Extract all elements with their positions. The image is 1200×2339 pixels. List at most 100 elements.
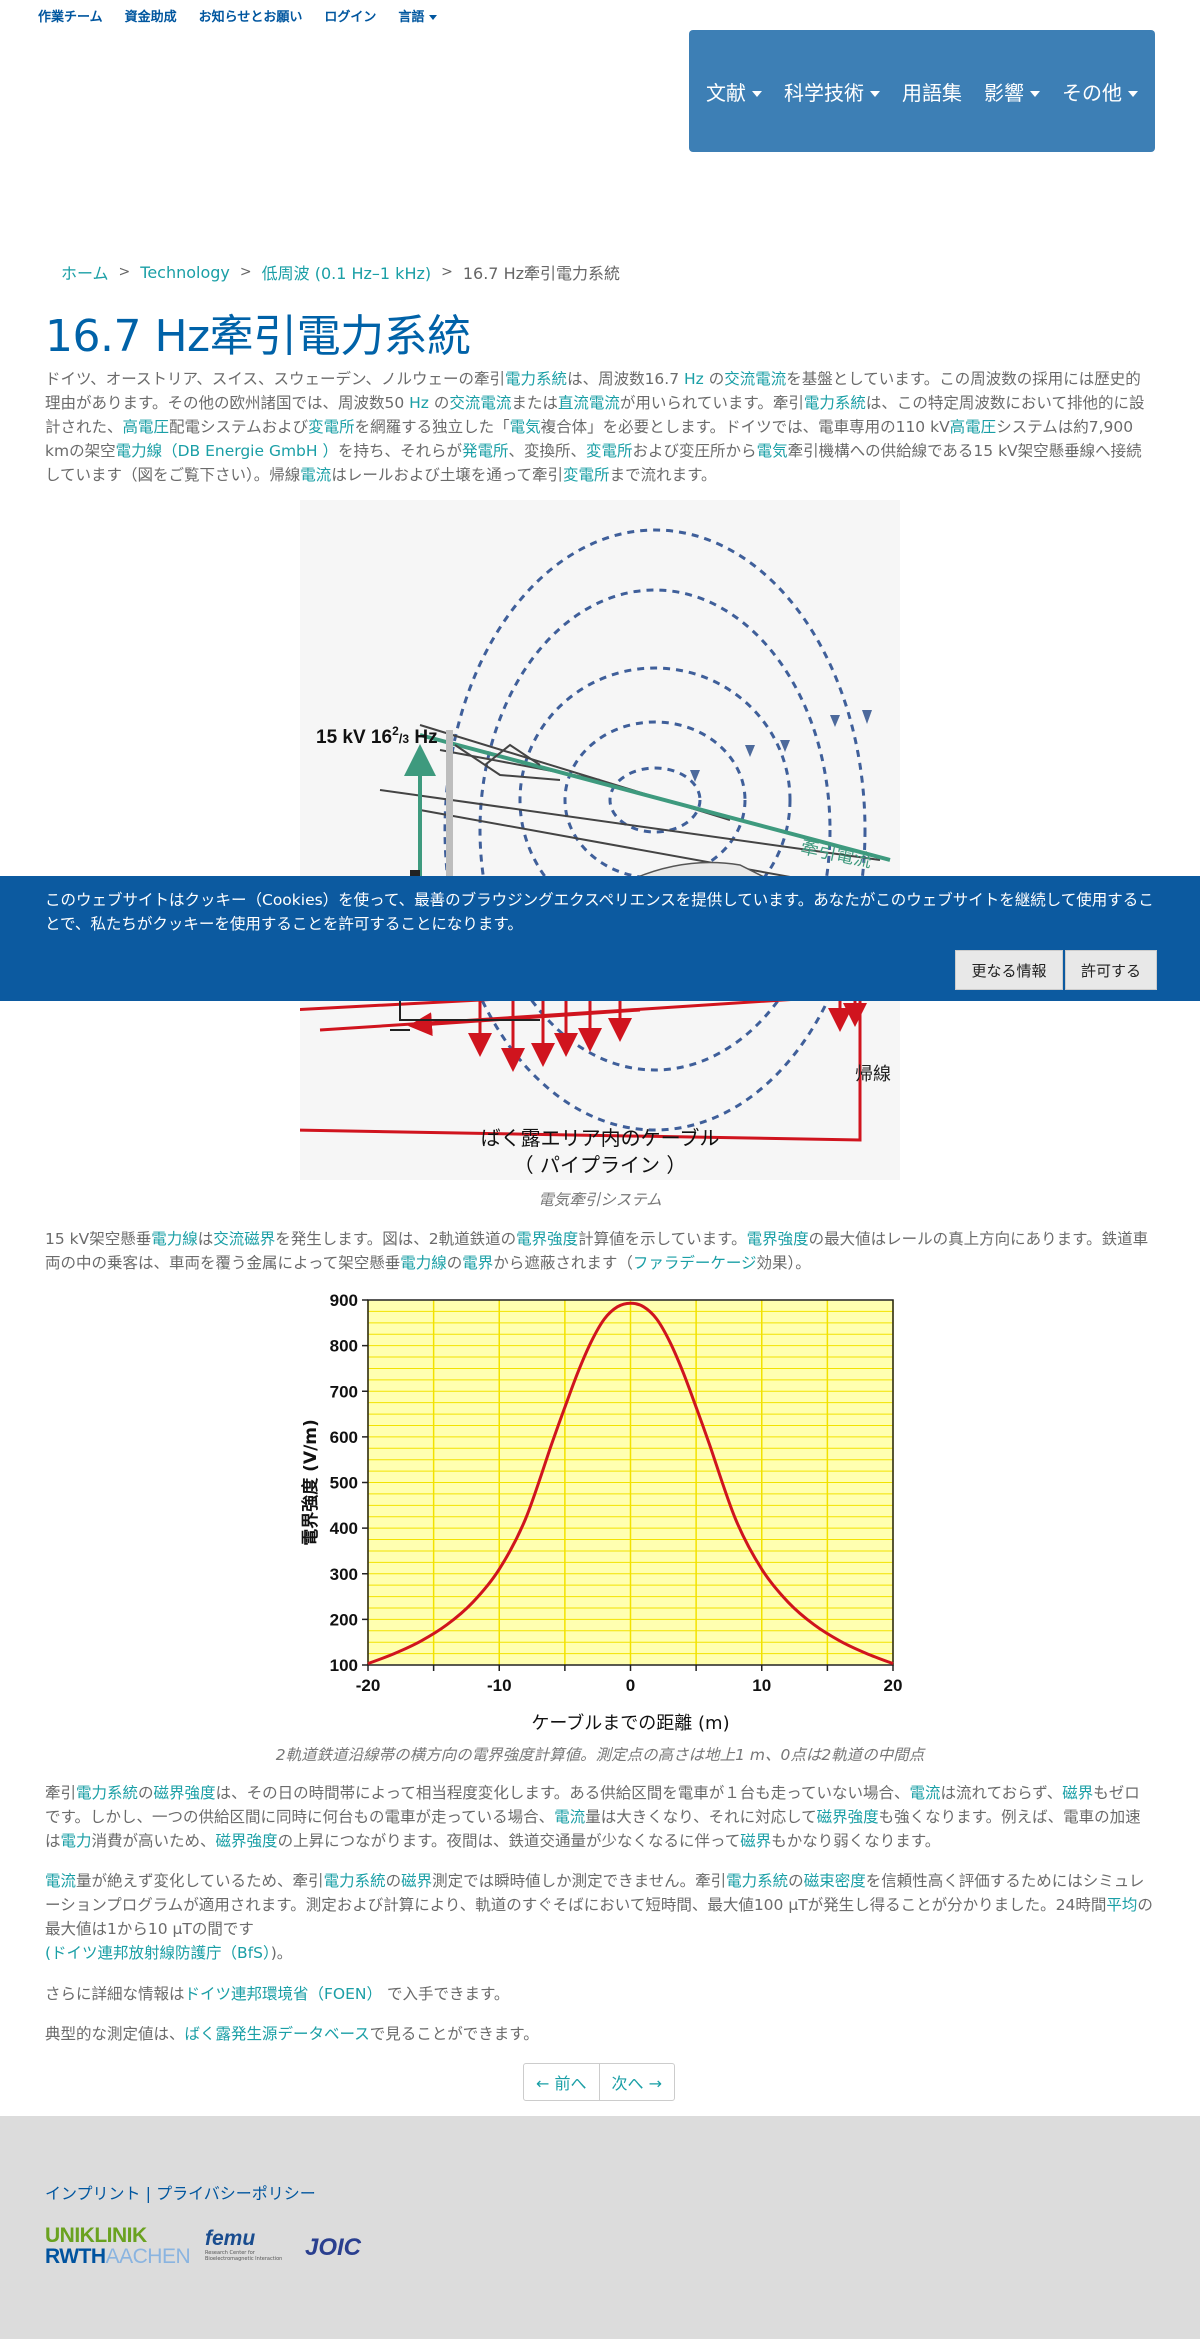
language-dropdown[interactable]: 言語 <box>398 6 438 25</box>
glossary-link[interactable]: 交流磁界 <box>213 1230 276 1248</box>
glossary-link[interactable]: Hz <box>684 370 704 388</box>
glossary-link[interactable]: 磁界 <box>401 1872 433 1890</box>
intro-paragraph: ドイツ、オーストリア、スイス、スウェーデン、ノルウェーの牽引電力系統は、周波数1… <box>45 370 1145 484</box>
x-tick-label: 20 <box>884 1676 903 1695</box>
breadcrumb-home[interactable]: ホーム <box>61 264 109 283</box>
breadcrumb-separator: > <box>239 264 252 280</box>
glossary-link[interactable]: 電力系統 <box>323 1872 386 1890</box>
glossary-link[interactable]: 高電圧 <box>949 418 997 436</box>
femu-logo-text: femu <box>205 2227 256 2250</box>
glossary-link[interactable]: 電力系統 <box>76 1784 139 1802</box>
team-link[interactable]: 作業チーム <box>38 10 103 25</box>
field-ring <box>478 588 832 1072</box>
glossary-link[interactable]: 電気 <box>756 442 788 460</box>
y-tick-label: 500 <box>330 1474 358 1493</box>
cable-label-line2: （ パイプライン ） <box>514 1153 687 1177</box>
cookie-allow-button[interactable]: 許可する <box>1065 950 1157 990</box>
next-page-button[interactable]: 次へ → <box>598 2064 675 2100</box>
nav-impact[interactable]: 影響 <box>984 77 1040 106</box>
joic-logo[interactable]: JOIC <box>305 2234 362 2261</box>
chevron-down-icon <box>1128 91 1138 97</box>
nav-science[interactable]: 科学技術 <box>784 77 880 106</box>
glossary-link[interactable]: 変電所 <box>586 442 633 460</box>
pagination: ← 前へ 次へ → <box>523 2063 675 2101</box>
external-link[interactable]: （DB Energie GmbH ） <box>162 442 338 460</box>
glossary-link[interactable]: 電力系統 <box>505 370 568 388</box>
privacy-link[interactable]: プライバシーポリシー <box>156 2184 316 2203</box>
glossary-link[interactable]: 磁界強度 <box>153 1784 216 1802</box>
breadcrumb-technology[interactable]: Technology <box>140 262 230 282</box>
y-tick-label: 300 <box>330 1565 358 1584</box>
glossary-link[interactable]: 磁界強度 <box>215 1832 278 1850</box>
chevron-down-icon <box>870 91 880 97</box>
page-title: 16.7 Hz牽引電力系統 <box>45 311 471 362</box>
nav-other[interactable]: その他 <box>1062 77 1138 106</box>
glossary-link[interactable]: 電力系統 <box>803 394 866 412</box>
glossary-link[interactable]: 電界強度 <box>516 1230 579 1248</box>
return-line-label: 帰線 <box>855 1064 891 1085</box>
glossary-link[interactable]: 電力 <box>60 1832 92 1850</box>
y-axis-label: 電界強度 (V/m) <box>300 1419 321 1546</box>
glossary-link[interactable]: ファラデーケージ <box>632 1254 757 1272</box>
glossary-link[interactable]: 平均 <box>1106 1896 1138 1914</box>
uniklinik-logo[interactable]: UNIKLINIK RWTHAACHEN <box>45 2224 191 2270</box>
cookie-more-info-button[interactable]: 更なる情報 <box>955 950 1063 990</box>
glossary-link[interactable]: 高電圧 <box>122 418 170 436</box>
femu-logo-subtitle: Research Center for Bioelectromagnetic I… <box>205 2250 283 2262</box>
y-tick-label: 800 <box>330 1337 358 1356</box>
glossary-link[interactable]: 交流電流 <box>724 370 787 388</box>
nav-glossary[interactable]: 用語集 <box>902 77 962 106</box>
glossary-link[interactable]: 電気 <box>509 418 541 436</box>
voltage-label: 15 kV 162/3 Hz <box>316 724 438 748</box>
cookie-text: このウェブサイトはクッキー（Cookies）を使って、最善のブラウジングエクスペ… <box>45 891 1154 933</box>
prev-page-button[interactable]: ← 前へ <box>536 2074 587 2093</box>
glossary-link[interactable]: 磁界 <box>1062 1784 1094 1802</box>
breadcrumb: ホーム > Technology > 低周波 (0.1 Hz–1 kHz) > … <box>61 260 620 284</box>
glossary-link[interactable]: 磁束密度 <box>803 1872 866 1890</box>
main-nav: 文献 科学技術 用語集 影響 その他 <box>689 30 1155 152</box>
footer: インプリント | プライバシーポリシー UNIKLINIK RWTHAACHEN… <box>0 2116 1200 2339</box>
footer-divider: | <box>140 2184 157 2203</box>
exposure-database-link[interactable]: ばく露発生源データベース <box>184 2025 370 2043</box>
glossary-link[interactable]: 電流 <box>554 1808 586 1826</box>
glossary-link[interactable]: 変電所 <box>308 418 355 436</box>
nav-literature[interactable]: 文献 <box>706 77 762 106</box>
field-ring <box>608 766 702 834</box>
news-link[interactable]: お知らせとお願い <box>198 10 303 25</box>
rwth-text: RWTH <box>45 2245 106 2268</box>
glossary-link[interactable]: 交流電流 <box>449 394 512 412</box>
x-tick-label: 10 <box>752 1676 771 1695</box>
login-link[interactable]: ログイン <box>324 10 377 25</box>
glossary-link[interactable]: 電流 <box>909 1784 941 1802</box>
diagram-caption: 電気牽引システム <box>538 1191 662 1209</box>
glossary-link[interactable]: 電界強度 <box>746 1230 809 1248</box>
external-link-foen[interactable]: ドイツ連邦環境省（FOEN） <box>184 1985 383 2003</box>
glossary-link[interactable]: 磁界 <box>740 1832 772 1850</box>
uniklinik-logo-bottom: RWTHAACHEN <box>45 2245 191 2268</box>
glossary-link[interactable]: 発電所 <box>462 442 509 460</box>
footer-links: インプリント | プライバシーポリシー <box>45 2180 316 2204</box>
glossary-link[interactable]: 直流電流 <box>557 394 620 412</box>
glossary-link[interactable]: 磁界強度 <box>816 1808 879 1826</box>
femu-logo[interactable]: femu Research Center for Bioelectromagne… <box>205 2228 295 2268</box>
glossary-link[interactable]: 電流 <box>300 466 332 484</box>
traction-current-label: 牽引電流 <box>799 837 874 873</box>
glossary-link[interactable]: 電力線 <box>400 1254 447 1272</box>
breadcrumb-current: 16.7 Hz牽引電力系統 <box>462 264 621 283</box>
breadcrumb-separator: > <box>118 264 131 280</box>
glossary-link[interactable]: 電力線 <box>151 1230 198 1248</box>
uniklinik-logo-top: UNIKLINIK <box>45 2224 147 2247</box>
glossary-link[interactable]: 電力線 <box>115 442 163 460</box>
glossary-link[interactable]: Hz <box>409 394 429 412</box>
aachen-text: AACHEN <box>105 2245 191 2268</box>
glossary-link[interactable]: 電界 <box>462 1254 494 1272</box>
imprint-link[interactable]: インプリント <box>45 2184 141 2203</box>
external-link-bfs[interactable]: (ドイツ連邦放射線防護庁（BfS） <box>45 1944 271 1962</box>
nav-glossary-label: 用語集 <box>902 80 962 105</box>
glossary-link[interactable]: 電力系統 <box>726 1872 789 1890</box>
glossary-link[interactable]: 変電所 <box>563 466 610 484</box>
glossary-link[interactable]: 電流 <box>45 1872 77 1890</box>
breadcrumb-lowfreq[interactable]: 低周波 (0.1 Hz–1 kHz) <box>261 264 432 283</box>
funding-link[interactable]: 資金助成 <box>124 10 177 25</box>
nav-literature-label: 文献 <box>706 80 746 105</box>
